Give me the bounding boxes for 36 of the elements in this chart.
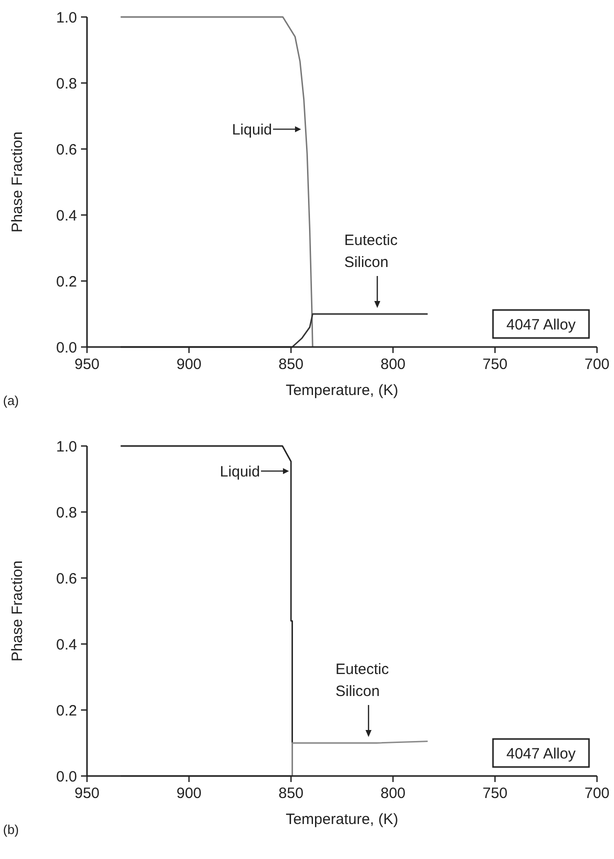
annotation: Eutectic Silicon bbox=[336, 661, 390, 700]
y-tick-label: 1.0 bbox=[56, 9, 77, 26]
annotation: Eutectic Silicon bbox=[344, 232, 398, 271]
text: (b) bbox=[3, 822, 19, 837]
text: (a) bbox=[3, 393, 19, 408]
x-axis-title: Temperature, (K) bbox=[286, 811, 398, 828]
x-tick-label: 850 bbox=[278, 356, 304, 373]
y-tick-label: 0.0 bbox=[56, 339, 77, 356]
x-tick-label: 900 bbox=[176, 356, 202, 373]
x-tick-label: 800 bbox=[380, 785, 406, 802]
x-tick-label: 950 bbox=[74, 356, 100, 373]
x-tick-label: 800 bbox=[380, 356, 406, 373]
y-tick-label: 0.4 bbox=[56, 636, 77, 654]
y-axis-title: Phase Fraction bbox=[9, 560, 26, 662]
y-tick-label: 0.8 bbox=[56, 504, 77, 522]
x-tick-label: 950 bbox=[74, 785, 100, 802]
y-tick-label: 0.2 bbox=[56, 273, 77, 290]
y-tick-label: 0.0 bbox=[56, 768, 77, 786]
y-tick-label: 1.0 bbox=[56, 438, 77, 456]
x-tick-label: 900 bbox=[176, 785, 202, 802]
x-axis-title: Temperature, (K) bbox=[286, 382, 398, 399]
x-tick-label: 750 bbox=[482, 785, 508, 802]
y-tick-label: 0.6 bbox=[56, 570, 77, 588]
x-tick-label: 750 bbox=[482, 356, 508, 373]
y-axis-title: Phase Fraction bbox=[9, 132, 26, 232]
annotation: 4047 Alloy bbox=[506, 745, 576, 762]
x-tick-label: 700 bbox=[584, 785, 610, 802]
x-tick-label: 700 bbox=[584, 356, 610, 373]
x-tick-label: 850 bbox=[278, 785, 304, 802]
y-tick-label: 0.8 bbox=[56, 75, 77, 92]
y-tick-label: 0.2 bbox=[56, 702, 77, 720]
annotation: 4047 Alloy bbox=[506, 316, 576, 334]
annotation: Liquid bbox=[220, 463, 260, 480]
annotation: Liquid bbox=[232, 121, 272, 138]
y-tick-label: 0.4 bbox=[56, 207, 77, 224]
y-tick-label: 0.6 bbox=[56, 141, 77, 158]
